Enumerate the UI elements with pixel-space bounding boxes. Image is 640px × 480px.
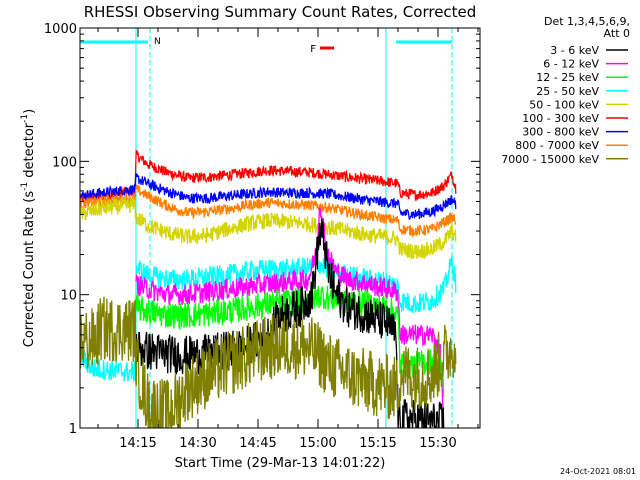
night-flag-label: N [154, 37, 161, 47]
y-tick-label: 1 [69, 422, 77, 437]
legend-entry-label: 100 - 300 keV [522, 112, 599, 125]
series-25-50kev-line [80, 255, 457, 383]
legend-entry-label: 50 - 100 keV [529, 98, 599, 111]
legend-entry-label: 25 - 50 keV [536, 85, 599, 98]
series-50-100kev-line [80, 196, 457, 260]
series-100-300kev-line [80, 149, 457, 203]
legend-entry-label: 3 - 6 keV [550, 44, 599, 57]
series-300-800kev-line [80, 173, 457, 220]
y-axis: 1 10 100 1000 [44, 22, 480, 437]
legend-entry-label: 300 - 800 keV [522, 126, 599, 139]
legend-entry-label: 7000 - 15000 keV [501, 153, 599, 166]
x-tick-label: 14:15 [119, 436, 156, 451]
series-layer [80, 149, 457, 428]
flare-flag-label: F [310, 44, 316, 55]
legend-entry-label: 12 - 25 keV [536, 71, 599, 84]
legend-entry-label: 800 - 7000 keV [515, 139, 599, 152]
footer-date: 24-Oct-2021 08:01 [560, 467, 636, 476]
legend-header-line2: Att 0 [604, 27, 630, 40]
series-800-7000kev-line [80, 184, 457, 239]
x-tick-label: 14:45 [239, 436, 276, 451]
y-axis-label: Corrected Count Rate (s-1 detector-1) [20, 109, 37, 347]
x-axis: 14:15 14:30 14:45 15:00 15:15 15:30 [97, 28, 479, 451]
series-6-12kev-line [135, 207, 445, 410]
legend-header-line1: Det 1,3,4,5,6,9, [544, 15, 630, 28]
x-axis-label: Start Time (29-Mar-13 14:01:22) [175, 456, 386, 471]
flags-layer: NF [80, 37, 452, 55]
x-tick-label: 15:30 [419, 436, 456, 451]
x-tick-label: 14:30 [179, 436, 216, 451]
y-tick-label: 1000 [44, 22, 77, 37]
x-tick-label: 15:00 [299, 436, 336, 451]
legend-entry-label: 6 - 12 keV [543, 58, 599, 71]
y-tick-label: 10 [60, 289, 77, 304]
x-tick-label: 15:15 [359, 436, 396, 451]
series-7000-15000kev-line [80, 296, 457, 428]
plot-frame [79, 27, 481, 429]
y-tick-label: 100 [52, 155, 77, 170]
chart-title: RHESSI Observing Summary Count Rates, Co… [84, 3, 477, 21]
